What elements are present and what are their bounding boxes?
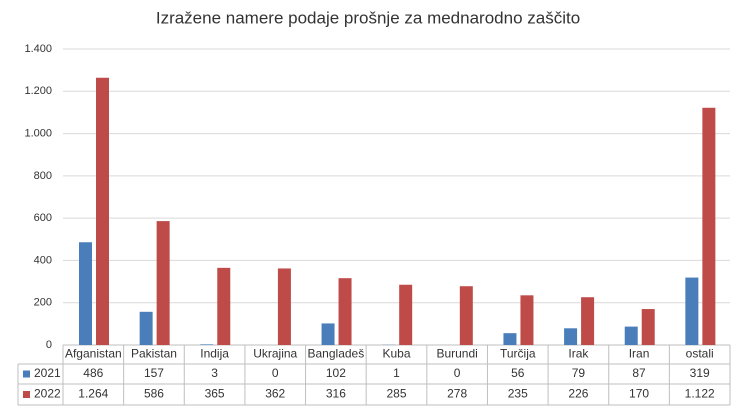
bar — [685, 277, 699, 345]
bar — [399, 284, 413, 345]
table-value: 1.264 — [78, 387, 108, 401]
bar — [200, 344, 214, 345]
y-tick-label: 200 — [34, 297, 52, 309]
table-value: 365 — [205, 387, 225, 401]
legend-swatch — [23, 370, 30, 378]
x-tick-label: Burundi — [436, 347, 477, 361]
table-value: 56 — [511, 366, 525, 380]
legend-label: 2022 — [34, 387, 61, 401]
x-tick-label: Turčija — [500, 347, 536, 361]
table-value: 87 — [632, 366, 646, 380]
table-value: 226 — [568, 387, 588, 401]
y-tick-label: 1.400 — [24, 43, 52, 55]
table-value: 1.122 — [685, 387, 715, 401]
table-value: 1 — [393, 366, 400, 380]
bar — [217, 267, 231, 345]
x-tick-label: Irak — [568, 347, 589, 361]
bar — [520, 295, 534, 345]
table-value: 278 — [447, 387, 467, 401]
y-tick-label: 0 — [46, 339, 52, 351]
bar — [581, 297, 595, 345]
chart-title: Izražene namere podaje prošnje za mednar… — [156, 8, 580, 27]
bar — [321, 323, 335, 345]
table-value: 316 — [326, 387, 346, 401]
y-tick-label: 800 — [34, 170, 52, 182]
legend-label: 2021 — [34, 366, 61, 380]
x-tick-label: Ukrajina — [253, 347, 297, 361]
x-tick-label: Iran — [629, 347, 650, 361]
bar — [79, 242, 92, 345]
x-tick-label: Pakistan — [131, 347, 177, 361]
table-value: 362 — [265, 387, 285, 401]
bar — [564, 328, 578, 345]
y-tick-label: 400 — [34, 254, 52, 266]
bar — [139, 311, 153, 345]
y-tick-label: 600 — [34, 212, 52, 224]
bar — [338, 278, 352, 345]
table-value: 486 — [83, 366, 103, 380]
bar — [624, 326, 638, 345]
bar — [702, 107, 716, 345]
bar — [459, 286, 473, 345]
table-value: 157 — [144, 366, 164, 380]
table-value: 235 — [508, 387, 528, 401]
legend-swatch — [23, 391, 30, 398]
x-tick-label: Afganistan — [65, 347, 122, 361]
bar — [277, 268, 291, 345]
bar — [96, 77, 109, 346]
x-tick-label: ostali — [686, 347, 714, 361]
x-tick-label: Indija — [200, 347, 229, 361]
table-value: 3 — [211, 366, 218, 380]
bar — [156, 221, 170, 345]
table-value: 79 — [572, 366, 586, 380]
table-value: 0 — [272, 366, 279, 380]
y-tick-label: 1.200 — [24, 85, 52, 97]
bar — [641, 309, 655, 345]
y-tick-label: 1.000 — [24, 127, 52, 139]
table-value: 586 — [144, 387, 164, 401]
table-value: 0 — [454, 366, 461, 380]
table-value: 102 — [326, 366, 346, 380]
table-value: 170 — [629, 387, 649, 401]
x-tick-label: Kuba — [382, 347, 410, 361]
table-value: 319 — [690, 366, 710, 380]
bar — [503, 333, 517, 345]
x-tick-label: Bangladeš — [308, 347, 365, 361]
table-value: 285 — [386, 387, 406, 401]
